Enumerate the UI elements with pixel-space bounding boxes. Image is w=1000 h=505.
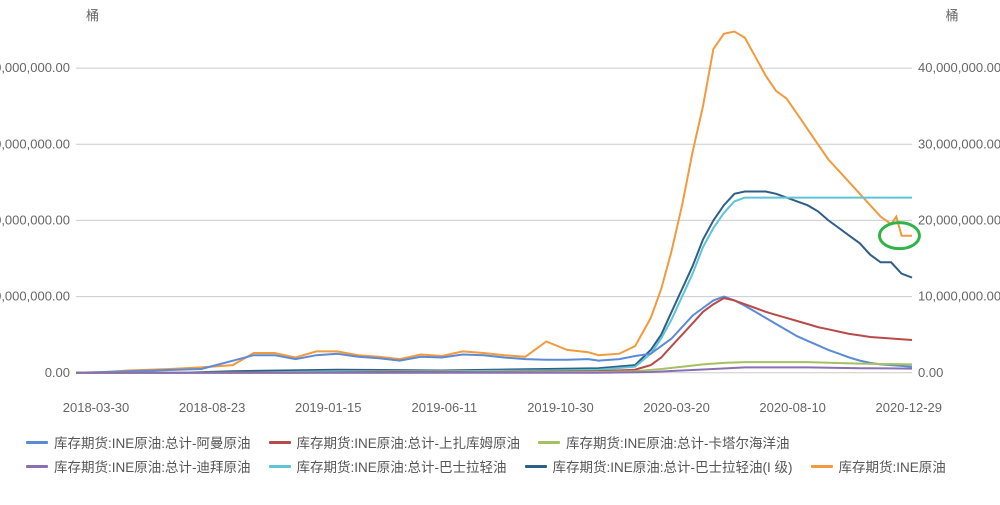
svg-text:2018-03-30: 2018-03-30 [63, 400, 130, 415]
legend-swatch [26, 441, 48, 444]
legend-label: 库存期货:INE原油:总计-迪拜原油 [54, 456, 251, 476]
legend-item: 库存期货:INE原油:总计-巴士拉轻油 [269, 456, 507, 476]
svg-text:2019-06-11: 2019-06-11 [412, 400, 478, 415]
legend-swatch [269, 441, 291, 444]
legend-item: 库存期货:INE原油:总计-上扎库姆原油 [269, 432, 521, 452]
svg-text:30,000,000.00: 30,000,000.00 [918, 136, 1000, 151]
legend-swatch [26, 465, 48, 468]
svg-text:40,000,000.00: 40,000,000.00 [918, 60, 1000, 75]
legend-item: 库存期货:INE原油:总计-巴士拉轻油(I 级) [525, 456, 793, 476]
svg-text:桶: 桶 [86, 8, 99, 23]
svg-text:2019-10-30: 2019-10-30 [527, 400, 594, 415]
legend-item: 库存期货:INE原油:总计-迪拜原油 [26, 456, 251, 476]
svg-text:2018-08-23: 2018-08-23 [179, 400, 246, 415]
svg-text:40,000,000.00: 40,000,000.00 [0, 60, 70, 75]
legend-label: 库存期货:INE原油:总计-巴士拉轻油(I 级) [553, 456, 793, 476]
legend-swatch [811, 465, 833, 468]
svg-text:0.00: 0.00 [918, 365, 943, 380]
chart-container: 0.00 0.00 10,000,000.00 10,000,000.00 20,000… [0, 0, 1000, 505]
svg-text:2020-08-10: 2020-08-10 [759, 400, 826, 415]
legend-label: 库存期货:INE原油:总计-上扎库姆原油 [297, 432, 521, 452]
svg-text:2019-01-15: 2019-01-15 [295, 400, 362, 415]
legend-swatch [538, 441, 560, 444]
svg-text:2020-03-20: 2020-03-20 [643, 400, 710, 415]
svg-text:30,000,000.00: 30,000,000.00 [0, 136, 70, 151]
legend-label: 库存期货:INE原油 [839, 456, 946, 476]
legend-swatch [269, 465, 291, 468]
legend-swatch [525, 465, 547, 468]
svg-text:20,000,000.00: 20,000,000.00 [918, 212, 1000, 227]
legend-label: 库存期货:INE原油:总计-巴士拉轻油 [297, 456, 507, 476]
svg-text:桶: 桶 [945, 8, 958, 23]
svg-text:10,000,000.00: 10,000,000.00 [918, 289, 1000, 304]
series-库存期货:INE原油 [76, 32, 912, 373]
legend: 库存期货:INE原油:总计-阿曼原油库存期货:INE原油:总计-上扎库姆原油库存… [26, 432, 982, 480]
svg-text:20,000,000.00: 20,000,000.00 [0, 212, 70, 227]
svg-text:0.00: 0.00 [45, 365, 70, 380]
svg-text:10,000,000.00: 10,000,000.00 [0, 289, 70, 304]
legend-label: 库存期货:INE原油:总计-卡塔尔海洋油 [566, 432, 790, 452]
svg-text:2020-12-29: 2020-12-29 [876, 400, 943, 415]
legend-label: 库存期货:INE原油:总计-阿曼原油 [54, 432, 251, 452]
line-chart: 0.00 0.00 10,000,000.00 10,000,000.00 20,000… [0, 0, 1000, 505]
legend-item: 库存期货:INE原油:总计-卡塔尔海洋油 [538, 432, 790, 452]
legend-item: 库存期货:INE原油 [811, 456, 946, 476]
legend-item: 库存期货:INE原油:总计-阿曼原油 [26, 432, 251, 452]
series-库存期货:INE原油:总计-巴士拉轻油 [76, 198, 912, 373]
series-库存期货:INE原油:总计-巴士拉轻油(I 级) [76, 192, 912, 373]
